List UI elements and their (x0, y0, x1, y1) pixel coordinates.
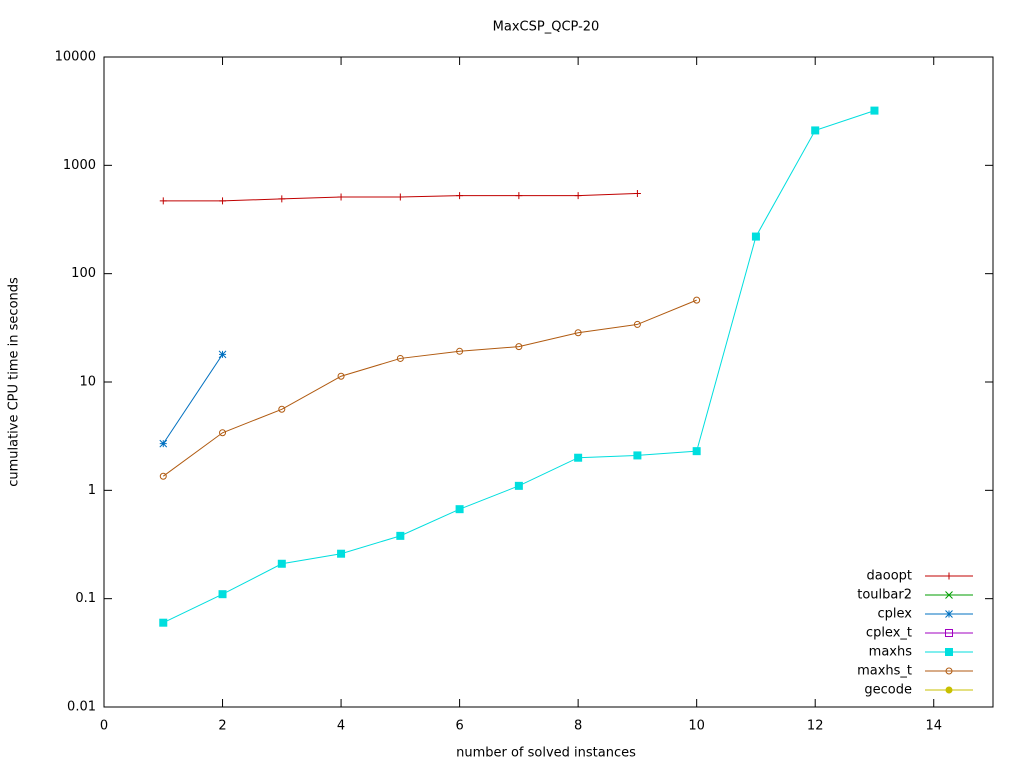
legend-label: cplex (878, 607, 913, 622)
series-line (162, 299, 697, 477)
legend-label: cplex_t (866, 626, 912, 641)
point (277, 559, 286, 568)
point (337, 193, 345, 201)
point (693, 296, 701, 304)
point (633, 189, 641, 197)
x-tick-label: 2 (218, 719, 226, 734)
y-tick-label: 0.1 (75, 591, 96, 606)
point (219, 197, 227, 205)
legend-label: toulbar2 (857, 588, 912, 603)
point (514, 481, 523, 490)
y-tick-label: 10000 (55, 50, 96, 65)
legend-marker (945, 610, 953, 618)
point (456, 347, 464, 355)
legend-label: gecode (864, 683, 912, 698)
point (159, 618, 168, 627)
chart-title: MaxCSP_QCP-20 (493, 20, 600, 35)
point (159, 197, 167, 205)
point (278, 195, 286, 203)
point (455, 505, 464, 514)
point (751, 232, 760, 241)
point (219, 429, 227, 437)
legend-marker (945, 629, 953, 637)
point (218, 590, 227, 599)
point (811, 126, 820, 135)
point (692, 447, 701, 456)
legend-marker (945, 572, 953, 580)
x-tick-label: 10 (688, 719, 705, 734)
y-tick-label: 1000 (63, 158, 96, 173)
legend-marker (945, 648, 953, 656)
legend-label: maxhs (869, 645, 913, 660)
point (515, 343, 523, 351)
legend-label: daoopt (867, 569, 912, 584)
point (574, 192, 582, 200)
point (633, 451, 642, 460)
y-tick-label: 100 (71, 266, 96, 281)
point (159, 472, 167, 480)
y-axis-label: cumulative CPU time in seconds (7, 277, 22, 487)
point (574, 453, 583, 462)
x-tick-label: 0 (100, 719, 108, 734)
legend-marker (945, 667, 953, 675)
y-tick-label: 0.01 (67, 700, 96, 715)
point (633, 320, 641, 328)
series-line (162, 354, 223, 444)
point (337, 372, 345, 380)
x-tick-label: 14 (925, 719, 942, 734)
x-axis-label: number of solved instances (456, 746, 636, 761)
x-tick-label: 12 (807, 719, 824, 734)
point (396, 531, 405, 540)
x-tick-label: 4 (337, 719, 345, 734)
legend-marker (945, 686, 953, 694)
point (159, 439, 168, 448)
legend-marker (945, 591, 953, 599)
point (574, 329, 582, 337)
y-tick-label: 10 (79, 375, 96, 390)
y-tick-label: 1 (88, 483, 96, 498)
legend-label: maxhs_t (857, 664, 912, 679)
point (396, 193, 404, 201)
x-tick-label: 8 (574, 719, 582, 734)
point (218, 350, 227, 359)
point (396, 354, 404, 362)
point (870, 106, 879, 115)
point (337, 549, 346, 558)
point (278, 405, 286, 413)
x-tick-label: 6 (455, 719, 463, 734)
point (515, 192, 523, 200)
point (456, 192, 464, 200)
